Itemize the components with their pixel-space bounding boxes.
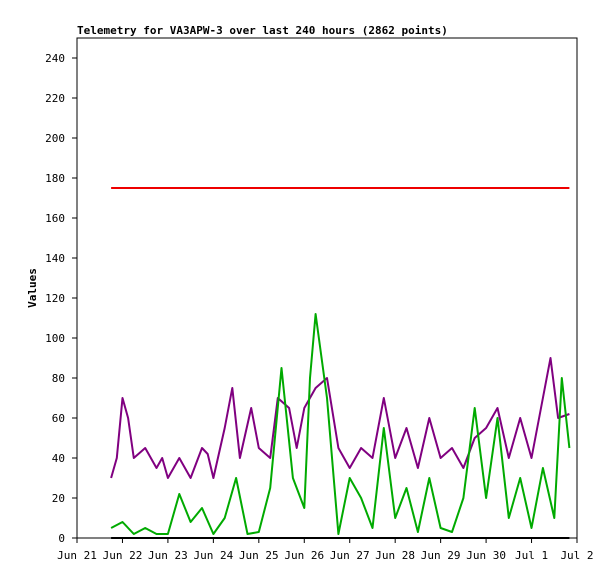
y-tick-label: 0	[58, 532, 65, 545]
x-tick-label: Jul 1	[515, 549, 548, 562]
y-tick-label: 20	[52, 492, 65, 505]
y-tick-label: 180	[45, 172, 65, 185]
y-tick-label: 80	[52, 372, 65, 385]
x-tick-label: Jun 28	[375, 549, 415, 562]
x-tick-label: Jul 2	[560, 549, 593, 562]
x-tick-label: Jun 26	[284, 549, 324, 562]
y-axis: 0 20 40 60 80 100 120 140 160 180 200 220 240	[45, 52, 77, 545]
y-tick-label: 240	[45, 52, 65, 65]
x-axis: Jun 21 Jun 22 Jun 23 Jun 24 Jun 25 Jun 26 Jun …	[57, 538, 594, 562]
y-tick-label: 60	[52, 412, 65, 425]
x-tick-label: Jun 29	[421, 549, 461, 562]
y-tick-label: 140	[45, 252, 65, 265]
x-tick-label: Jun 23	[148, 549, 188, 562]
y-axis-label: Values	[26, 268, 39, 308]
y-tick-label: 40	[52, 452, 65, 465]
x-tick-label: Jun 24	[193, 549, 233, 562]
x-tick-label: Jun 25	[239, 549, 279, 562]
series-line-2	[110, 357, 570, 479]
y-tick-label: 200	[45, 132, 65, 145]
chart-title: Telemetry for VA3APW-3 over last 240 hou…	[77, 24, 448, 37]
y-tick-label: 220	[45, 92, 65, 105]
y-tick-label: 120	[45, 292, 65, 305]
x-tick-label: Jun 30	[466, 549, 506, 562]
series-line-3	[110, 313, 571, 535]
series-layer	[110, 187, 571, 539]
x-tick-label: Jun 21	[57, 549, 97, 562]
x-tick-label: Jun 22	[103, 549, 143, 562]
y-tick-label: 160	[45, 212, 65, 225]
y-tick-label: 100	[45, 332, 65, 345]
x-tick-label: Jun 27	[330, 549, 370, 562]
